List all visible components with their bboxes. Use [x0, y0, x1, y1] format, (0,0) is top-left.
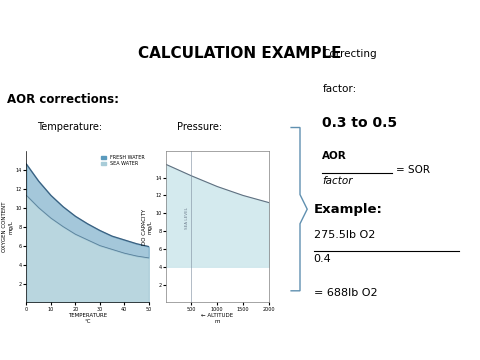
Text: factor: factor — [323, 176, 353, 186]
Text: SEA LEVEL: SEA LEVEL — [185, 207, 189, 229]
Y-axis label: DO CAPACITY
mg/L: DO CAPACITY mg/L — [142, 208, 153, 245]
Text: = SOR: = SOR — [396, 165, 430, 175]
Text: Correcting: Correcting — [323, 49, 377, 59]
Text: Pressure:: Pressure: — [177, 122, 222, 132]
X-axis label: TEMPERATURE
°C: TEMPERATURE °C — [68, 313, 107, 324]
Y-axis label: OXYGEN CONTENT
mg/L: OXYGEN CONTENT mg/L — [2, 201, 13, 252]
Text: AOR: AOR — [323, 151, 347, 161]
Text: Temperature:: Temperature: — [37, 122, 102, 132]
Text: 0.4: 0.4 — [313, 255, 331, 264]
Text: CALCULATION EXAMPLE: CALCULATION EXAMPLE — [138, 46, 342, 61]
Text: AOR corrections:: AOR corrections: — [7, 93, 119, 105]
Text: = 688lb O2: = 688lb O2 — [313, 288, 377, 298]
Text: factor:: factor: — [323, 84, 357, 94]
Text: Example:: Example: — [313, 203, 383, 216]
X-axis label: ← ALTITUDE
m: ← ALTITUDE m — [201, 313, 233, 324]
Text: 275.5lb O2: 275.5lb O2 — [313, 230, 375, 240]
Legend: FRESH WATER, SEA WATER: FRESH WATER, SEA WATER — [99, 153, 146, 168]
Text: 0.3 to 0.5: 0.3 to 0.5 — [323, 116, 397, 130]
